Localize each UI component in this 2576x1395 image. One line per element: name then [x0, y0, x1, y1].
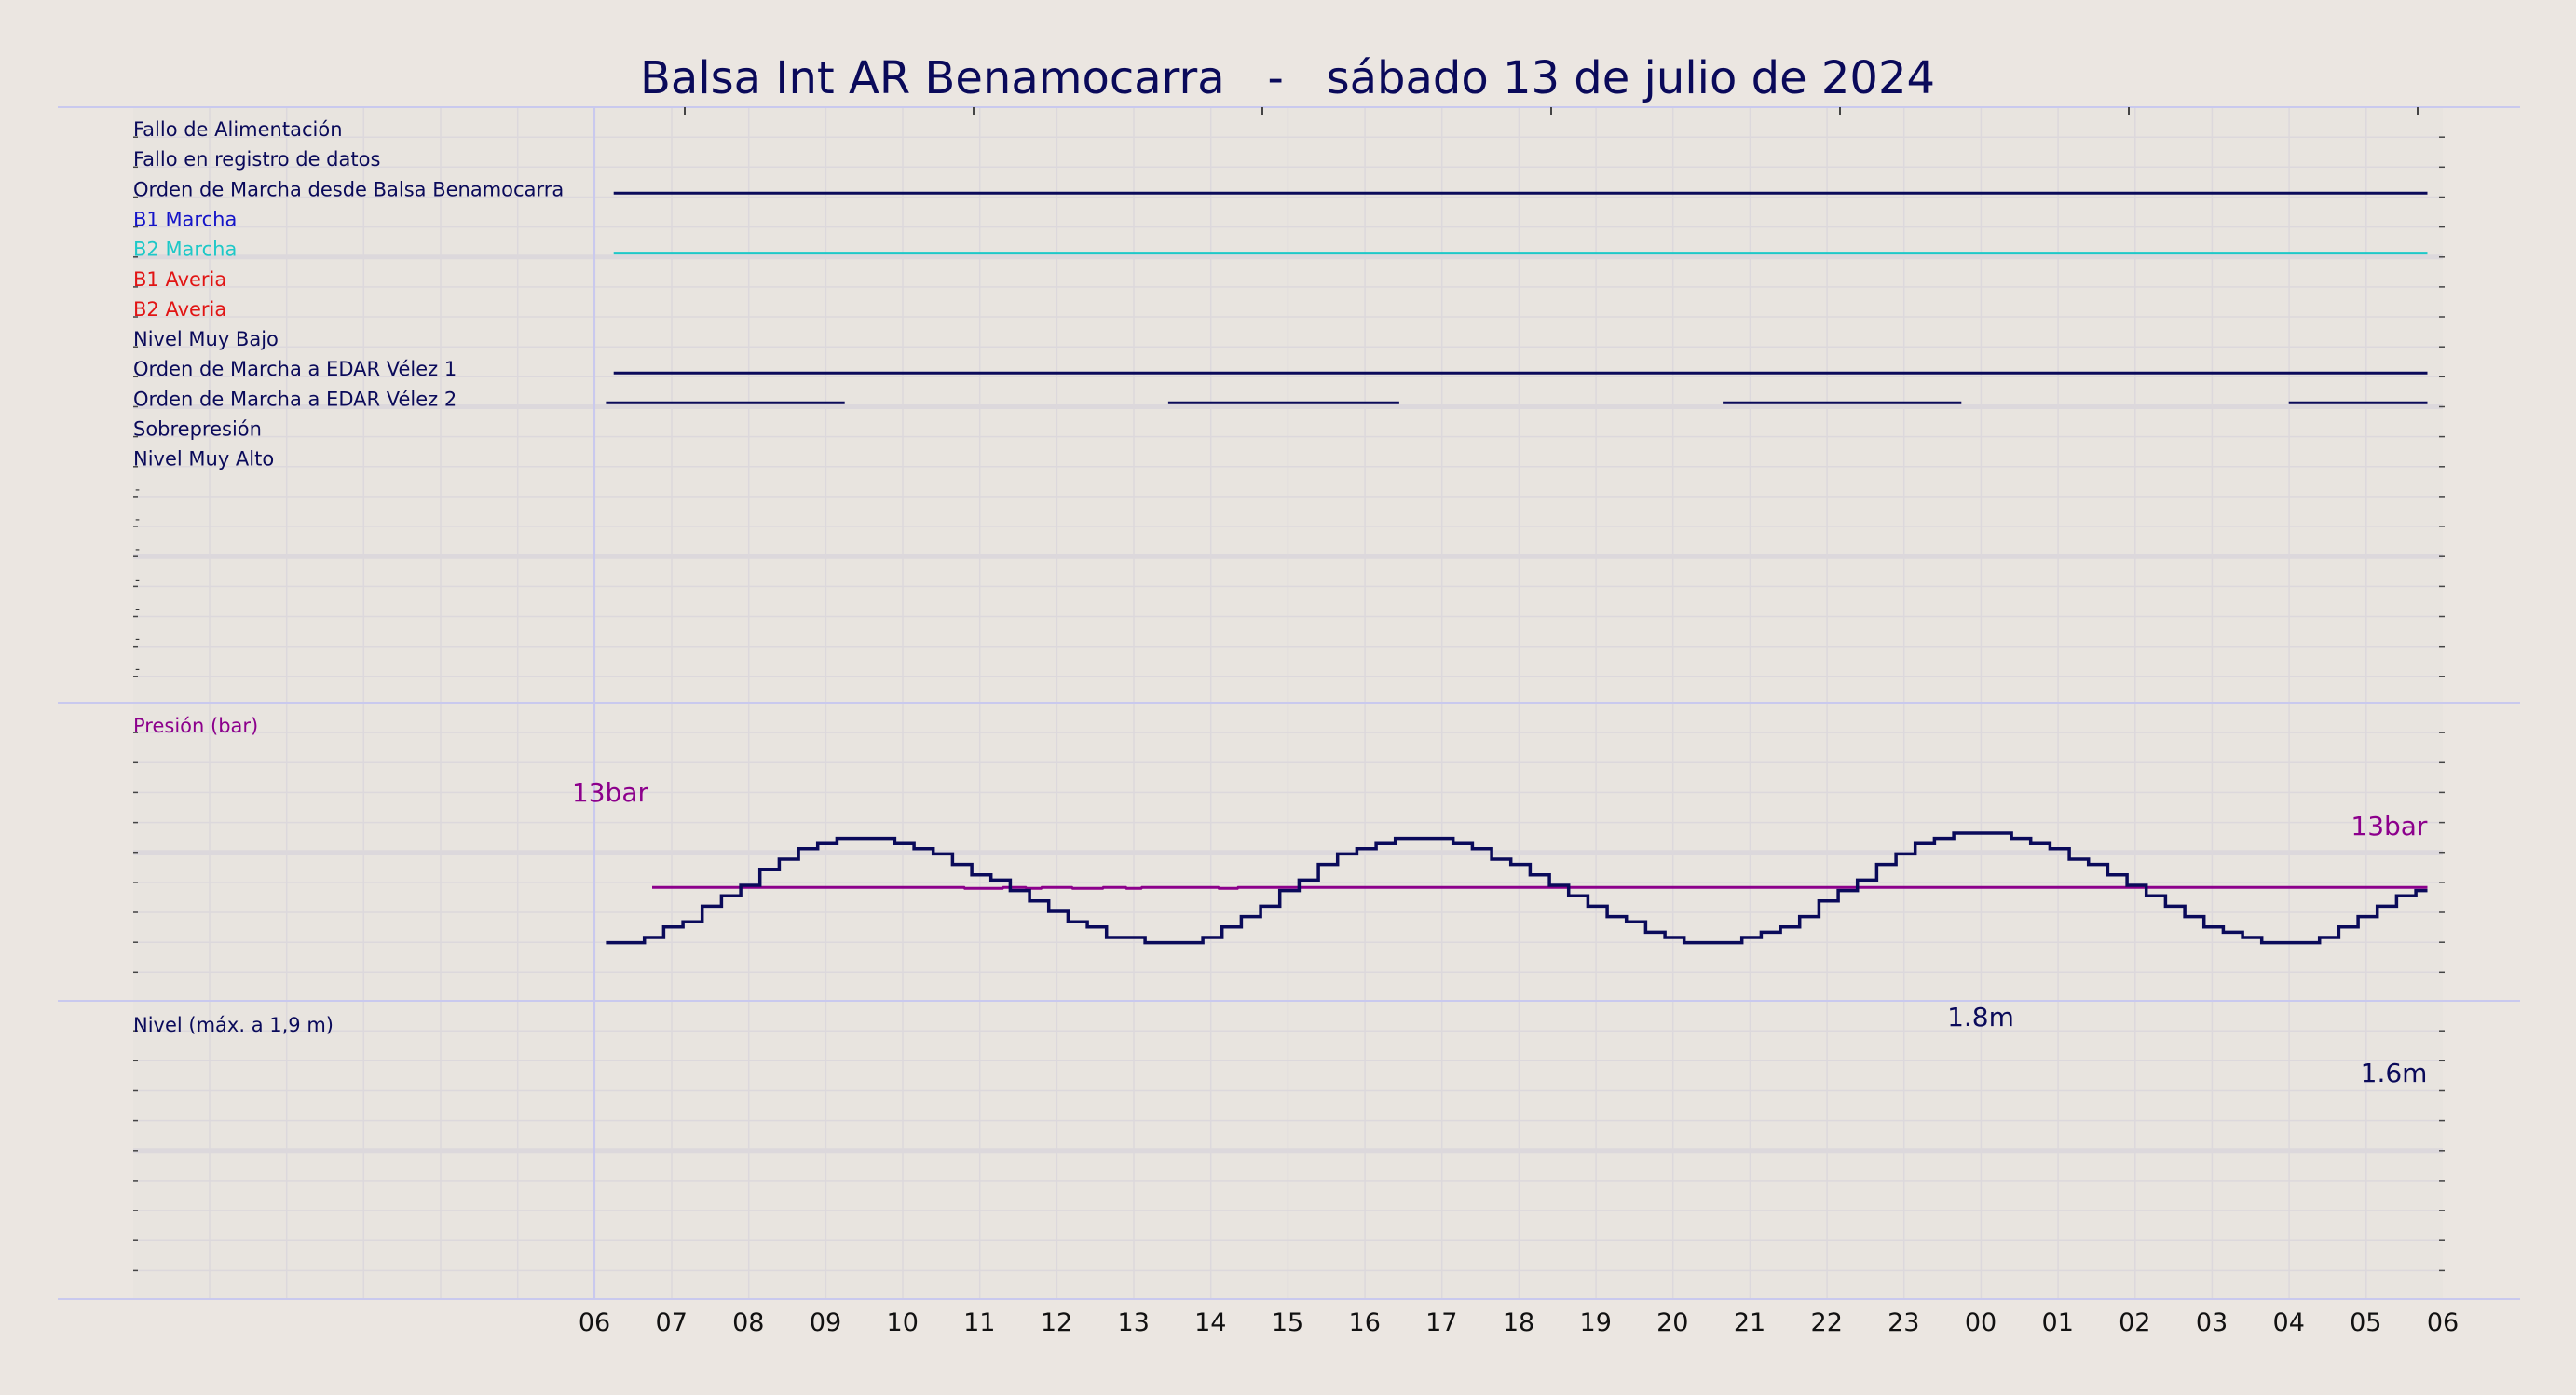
- pressure-panel-label: Presión (bar): [133, 715, 258, 737]
- x-tick-label-00: 00: [1965, 1308, 1997, 1337]
- x-tick-label-12: 12: [1041, 1308, 1072, 1337]
- level-max-value-label: 1.8m: [1947, 1002, 2014, 1033]
- x-tick-label-15: 15: [1272, 1308, 1303, 1337]
- x-tick-label-10: 10: [887, 1308, 919, 1337]
- x-tick-label-22: 22: [1811, 1308, 1843, 1337]
- signal-label: Orden de Marcha desde Balsa Benamocarra: [133, 178, 564, 200]
- x-tick-label-08: 08: [732, 1308, 764, 1337]
- empty-row-tick: -: [135, 542, 140, 557]
- x-tick-label-21: 21: [1734, 1308, 1765, 1337]
- x-tick-label-02: 02: [2119, 1308, 2150, 1337]
- x-tick-label-04: 04: [2273, 1308, 2305, 1337]
- pressure-series-line: [652, 885, 2428, 890]
- x-tick-label-23: 23: [1888, 1308, 1919, 1337]
- x-tick-label-20: 20: [1656, 1308, 1688, 1337]
- signal-label: Sobrepresión: [133, 418, 262, 441]
- level-end-value-label: 1.6m: [2361, 1058, 2428, 1088]
- signal-label: Fallo de Alimentación: [133, 118, 343, 141]
- x-tick-label-18: 18: [1503, 1308, 1534, 1337]
- signal-label: B1 Averia: [133, 268, 226, 291]
- x-tick-label-05: 05: [2350, 1308, 2381, 1337]
- signal-label: Nivel Muy Bajo: [133, 328, 279, 350]
- pressure-end-value-label: 13bar: [2351, 811, 2428, 841]
- signal-label: Fallo en registro de datos: [133, 148, 380, 171]
- x-tick-label-06: 06: [2427, 1308, 2459, 1337]
- x-tick-label-16: 16: [1349, 1308, 1381, 1337]
- empty-row-tick: -: [135, 572, 140, 587]
- signal-label: Nivel Muy Alto: [133, 448, 274, 471]
- empty-row-tick: -: [135, 663, 140, 677]
- x-tick-label-06: 06: [579, 1308, 610, 1337]
- empty-row-tick: -: [135, 633, 140, 648]
- empty-row-tick: -: [135, 602, 140, 617]
- signal-label: Orden de Marcha a EDAR Vélez 2: [133, 388, 457, 410]
- empty-row-tick: -: [135, 513, 140, 527]
- x-tick-label-01: 01: [2042, 1308, 2074, 1337]
- x-tick-label-07: 07: [656, 1308, 688, 1337]
- empty-row-tick: -: [135, 483, 140, 498]
- x-tick-label-17: 17: [1425, 1308, 1457, 1337]
- x-tick-label-03: 03: [2196, 1308, 2228, 1337]
- x-tick-label-13: 13: [1118, 1308, 1150, 1337]
- chart-title: Balsa Int AR Benamocarra - sábado 13 de …: [640, 52, 1935, 104]
- signal-label: B2 Marcha: [133, 239, 237, 261]
- pressure-start-value-label: 13bar: [572, 777, 649, 808]
- signal-label: Orden de Marcha a EDAR Vélez 1: [133, 358, 457, 380]
- level-series-line: [606, 831, 2428, 945]
- x-tick-label-19: 19: [1580, 1308, 1612, 1337]
- signal-label: B2 Averia: [133, 298, 226, 321]
- x-tick-label-14: 14: [1194, 1308, 1226, 1337]
- x-tick-label-09: 09: [810, 1308, 841, 1337]
- x-tick-label-11: 11: [963, 1308, 995, 1337]
- level-panel-label: Nivel (máx. a 1,9 m): [133, 1014, 334, 1036]
- signal-label: B1 Marcha: [133, 208, 237, 230]
